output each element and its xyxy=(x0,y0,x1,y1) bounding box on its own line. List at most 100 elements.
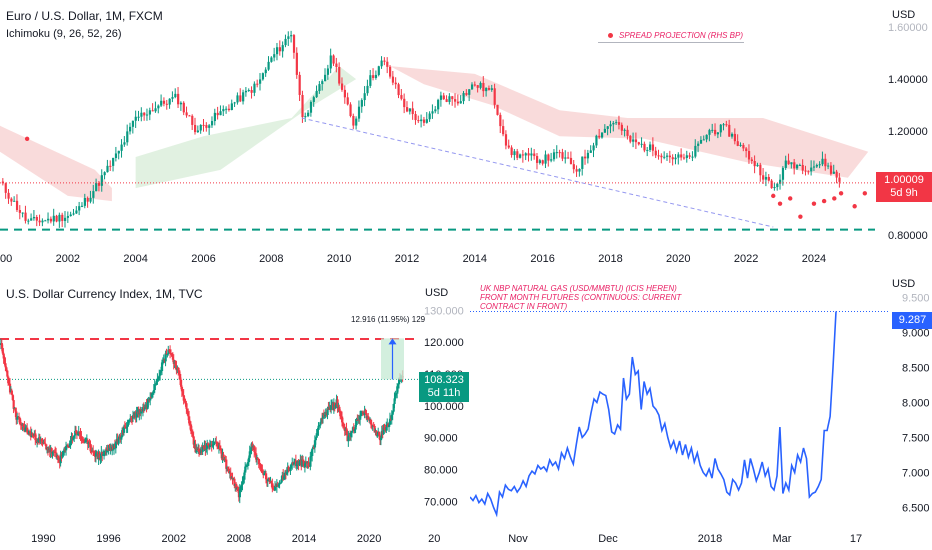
gas-chart[interactable]: 9.500 9.000 8.500 8.000 7.500 7.000 6.500 Nov D… xyxy=(470,278,932,550)
candle-body xyxy=(487,87,491,90)
candle-body xyxy=(117,150,120,154)
candle-body xyxy=(290,35,293,37)
candle-body xyxy=(19,424,23,426)
candle-body xyxy=(213,441,216,445)
gas-panel[interactable]: 9.500 9.000 8.500 8.000 7.500 7.000 6.500 Nov D… xyxy=(470,278,932,550)
ichimoku-cloud xyxy=(0,125,112,202)
candle-body xyxy=(606,126,609,129)
candle-body xyxy=(278,47,281,52)
candle-body xyxy=(140,112,143,117)
candle-body xyxy=(140,410,143,414)
x-tick-label: 2008 xyxy=(259,253,283,265)
candle-body xyxy=(38,220,41,223)
candle-body xyxy=(160,371,163,373)
y-tick-label: 80.000 xyxy=(424,464,458,476)
x-tick-label: 2002 xyxy=(56,253,80,265)
candle-body xyxy=(798,164,802,166)
candle-body xyxy=(439,95,443,100)
candle-body xyxy=(448,96,451,102)
candle-body xyxy=(304,116,307,118)
candle-body xyxy=(657,155,660,157)
candle-body xyxy=(143,112,146,116)
candle-body xyxy=(287,36,290,39)
candle-body xyxy=(89,197,92,202)
candle-body xyxy=(374,74,378,78)
candle-body xyxy=(154,108,157,112)
candle-body xyxy=(222,454,225,460)
candle-body xyxy=(174,93,177,98)
y-tick-label: 8.000 xyxy=(902,398,930,410)
candle-body xyxy=(473,84,477,86)
y-tick-label: 6.500 xyxy=(902,503,930,515)
candle-body xyxy=(742,144,745,149)
candle-body xyxy=(437,99,440,110)
candle-body xyxy=(34,433,37,441)
candle-body xyxy=(307,462,310,466)
price-value: 108.323 xyxy=(424,374,464,386)
candle-body xyxy=(161,362,165,364)
candle-body xyxy=(367,416,370,420)
candle-body xyxy=(166,353,169,355)
candle-body xyxy=(310,456,313,458)
x-tick-label: 2020 xyxy=(357,533,381,545)
candle-body xyxy=(694,145,697,157)
dxy-panel[interactable]: 130.000120.000110.000100.00090.00080.000… xyxy=(0,278,470,550)
candle-body xyxy=(13,200,16,202)
chart-title: Euro / U.S. Dollar, 1M, FXCM xyxy=(6,9,163,23)
candle-body xyxy=(832,171,835,174)
spread-point xyxy=(838,191,844,196)
candle-body xyxy=(347,436,350,442)
dxy-chart[interactable]: 130.000120.000110.000100.00090.00080.000… xyxy=(0,278,470,550)
candle-body xyxy=(739,144,742,146)
candle-body xyxy=(235,483,238,489)
candle-body xyxy=(22,423,25,427)
candle-body xyxy=(160,100,163,106)
candle-body xyxy=(273,54,276,58)
candle-body xyxy=(45,444,48,450)
candle-body xyxy=(92,450,95,453)
candle-body xyxy=(165,103,168,105)
candle-body xyxy=(315,90,318,98)
candle-body xyxy=(18,418,22,425)
candle-body xyxy=(376,435,379,437)
candle-body xyxy=(134,116,137,121)
candle-body xyxy=(270,480,273,484)
candle-body xyxy=(454,99,457,102)
candle-body xyxy=(28,430,32,433)
x-tick-label: 2018 xyxy=(598,253,622,265)
candle-body xyxy=(26,427,29,433)
x-tick-label: 2000 xyxy=(0,253,12,265)
candle-body xyxy=(733,133,737,142)
price-value: 9.287 xyxy=(898,314,927,326)
x-tick-label: Dec xyxy=(598,533,618,545)
candle-body xyxy=(171,356,175,360)
candle-body xyxy=(1,348,4,354)
candle-body xyxy=(109,165,112,167)
y-tick-label: 1.60000 xyxy=(888,22,928,34)
candle-body xyxy=(317,425,320,430)
candle-body xyxy=(201,446,204,452)
candle-body xyxy=(363,93,366,101)
candle-body xyxy=(75,432,79,435)
candle-body xyxy=(366,85,369,94)
candle-body xyxy=(281,45,284,52)
candle-body xyxy=(210,121,214,126)
y-tick-label: 8.500 xyxy=(902,363,930,375)
candle-body xyxy=(530,153,533,156)
candle-body xyxy=(222,109,225,112)
candle-body xyxy=(84,441,87,443)
candle-body xyxy=(202,446,205,448)
candle-body xyxy=(259,464,262,469)
candle-body xyxy=(747,150,751,160)
candle-body xyxy=(274,485,277,491)
y-tick-label: 7.000 xyxy=(902,468,930,480)
candle-body xyxy=(177,367,180,371)
candle-body xyxy=(680,154,683,158)
candle-body xyxy=(257,458,260,465)
candle-body xyxy=(0,343,4,349)
candle-body xyxy=(231,477,234,480)
candle-body xyxy=(15,411,18,420)
candle-body xyxy=(41,441,44,443)
